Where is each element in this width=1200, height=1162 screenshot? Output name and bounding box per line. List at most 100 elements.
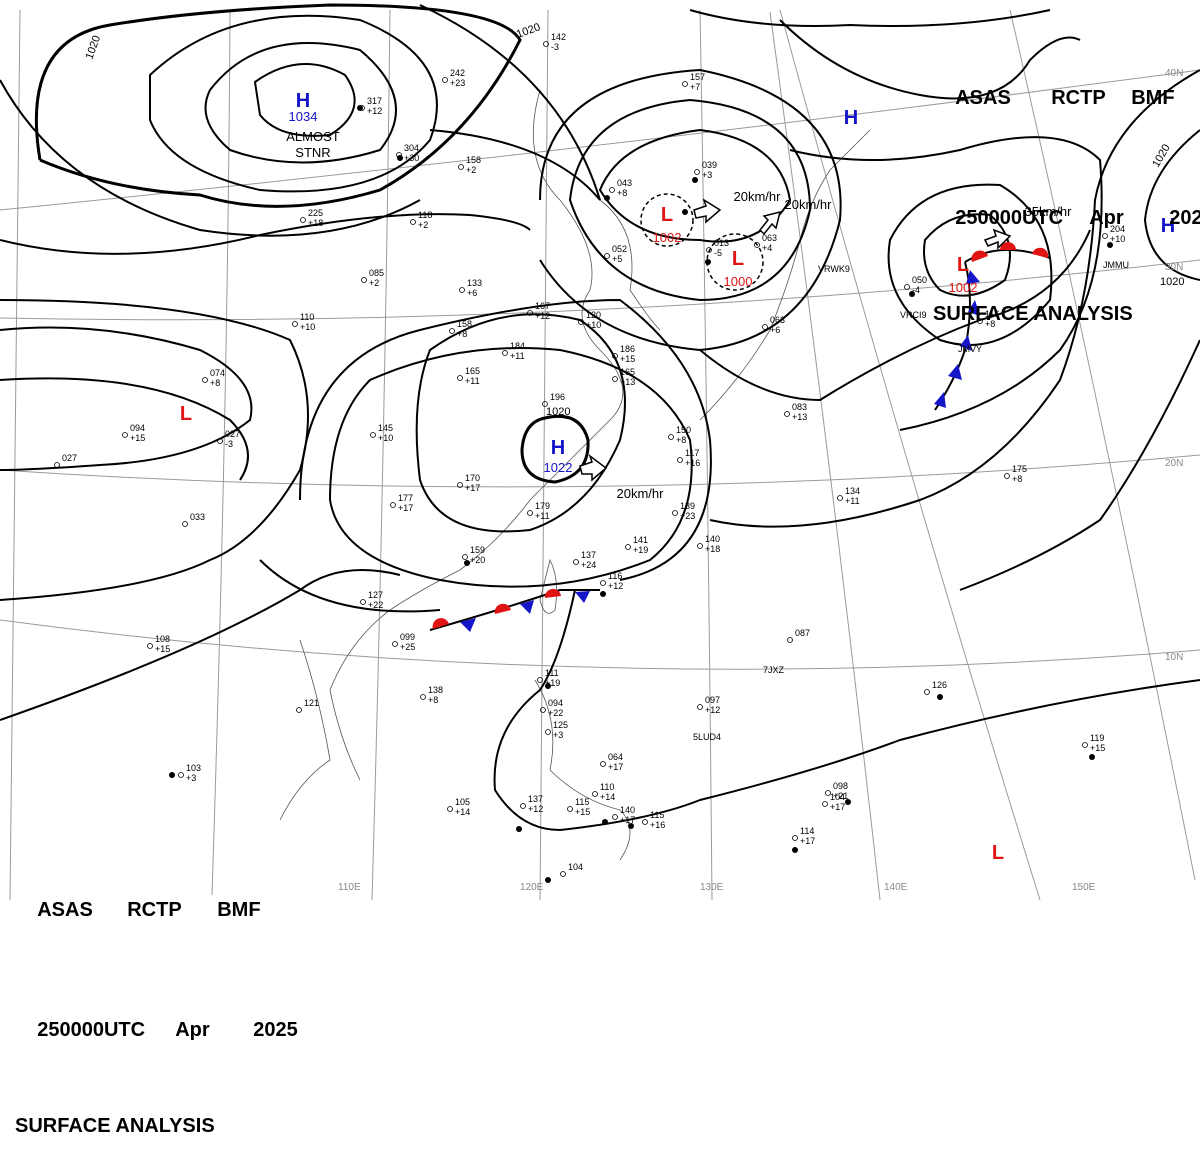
station-tendency: +17 [800, 836, 815, 846]
station-tendency: +7 [690, 82, 700, 92]
isobar-value: 1020 [546, 406, 570, 418]
station-circle [694, 169, 700, 175]
station-dot [692, 177, 698, 183]
warm-front-mark [1032, 247, 1049, 258]
station-plot: 094+22 [540, 698, 563, 718]
header-month: Apr [175, 1019, 210, 1041]
station-circle [762, 324, 768, 330]
station-tendency: +18 [308, 218, 323, 228]
station-circle [292, 321, 298, 327]
station-tendency: +23 [680, 511, 695, 521]
station-tendency: -3 [551, 42, 559, 52]
station-plot: 116+8 [977, 309, 999, 329]
movement-speed: 35km/hr [1025, 204, 1073, 219]
isobar-1020 [1143, 129, 1200, 281]
station-plot: 027-3 [217, 429, 240, 449]
station-tendency: +8 [1012, 474, 1022, 484]
center-pressure: 1002 [653, 230, 682, 245]
station-tendency: +18 [705, 544, 720, 554]
station-tendency: +23 [450, 78, 465, 88]
station-plot: 179+11 [527, 501, 550, 521]
station-plot: 027 [54, 453, 77, 468]
station-circle [537, 677, 543, 683]
station-pressure: 043 [617, 178, 632, 188]
station-pressure: 165 [465, 366, 480, 376]
isobar [598, 128, 792, 243]
station-tendency: +20 [470, 555, 485, 565]
lon-label: 150E [1072, 882, 1096, 893]
station-plot: 033 [182, 512, 205, 527]
station-circle [520, 803, 526, 809]
station-plot: 114+17 [792, 826, 815, 846]
station-pressure: 027 [62, 453, 77, 463]
station-tendency: +12 [705, 705, 720, 715]
station-pressure: 117 [685, 448, 699, 458]
station-pressure: 120 [586, 310, 601, 320]
station-plot: 133+6 [459, 278, 482, 298]
station-pressure: 170 [465, 473, 480, 483]
high-marker: H [296, 90, 310, 112]
station-plot: 111+19 [537, 668, 560, 688]
high-pressure-center: H [1161, 215, 1175, 237]
station-tendency: +11 [465, 376, 480, 386]
station-circle [1004, 473, 1010, 479]
station-circle [447, 806, 453, 812]
station-plot: 139+23 [672, 501, 695, 521]
meridian-150e [1009, 9, 1196, 881]
station-circle [392, 641, 398, 647]
warm-front-mark [544, 588, 561, 598]
header-line-1: ASAS RCTP BMF [15, 874, 298, 946]
station-tendency: +4 [762, 243, 772, 253]
header-product: ASAS [37, 899, 93, 921]
grid-labels: 110E 120E 130E 140E 150E 40N 30N 20N 10N [338, 68, 1183, 893]
station-circle [697, 543, 703, 549]
station-circle [370, 432, 376, 438]
station-circle [217, 438, 223, 444]
isobar [779, 19, 1081, 100]
station-circle [784, 411, 790, 417]
station-circle [502, 350, 508, 356]
header-line-2: 250000UTC Apr 2025 [15, 994, 298, 1066]
cold-front-mark [575, 591, 590, 603]
station-circle [54, 462, 60, 468]
station-plot: 115+15 [567, 797, 590, 817]
ship-ids: VRWK9 VRCI9 JMVY 7JXZ 5LUD4 JMMU [693, 260, 1129, 742]
station-circle [625, 544, 631, 550]
station-circle [420, 694, 426, 700]
station-pressure: 125 [553, 720, 568, 730]
station-circle [904, 284, 910, 290]
station-pressure: 074 [210, 368, 225, 378]
isobar [415, 313, 626, 533]
station-pressure: 097 [705, 695, 720, 705]
station-plot: 140+17 [612, 805, 635, 825]
low-circle [640, 193, 694, 247]
station-pressure: 145 [378, 423, 393, 433]
header-station: RCTP [1051, 87, 1106, 109]
station-plot: 175+8 [1004, 464, 1027, 484]
station-markers [169, 105, 1113, 883]
station-circle [754, 242, 760, 248]
header-time: 250000UTC [955, 207, 1064, 229]
station-dot [628, 823, 634, 829]
station-pressure: 167 [535, 301, 550, 311]
station-plot: 186+15 [612, 344, 635, 364]
station-pressure: 087 [795, 628, 810, 638]
isobar [0, 326, 253, 471]
isobar [709, 69, 1200, 528]
station-circle [697, 704, 703, 710]
station-circle [578, 319, 584, 325]
station-tendency: -4 [912, 285, 920, 295]
isobar [699, 229, 1091, 402]
station-tendency: +15 [130, 433, 145, 443]
low-pressure-center: L [992, 842, 1004, 864]
station-dot [357, 105, 363, 111]
station-plot: 098+21 [825, 781, 848, 801]
station-tendency: +17 [398, 503, 413, 513]
station-plot: 117+16 [677, 448, 700, 468]
station-plot: 177+17 [390, 493, 413, 513]
station-dot [1107, 242, 1113, 248]
arrow [579, 453, 608, 482]
station-pressure: 157 [690, 72, 705, 82]
station-pressure: 063 [762, 233, 777, 243]
coast-japan [699, 129, 871, 421]
